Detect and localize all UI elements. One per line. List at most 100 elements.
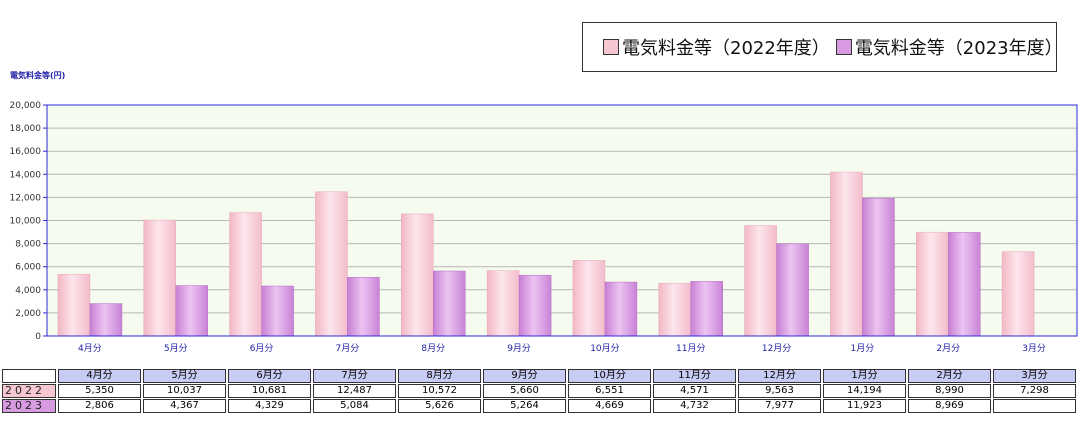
bar-chart: 0 2,000 4,000 6,000 8,000 10,000 12,000 14,000 1… xyxy=(10,101,1078,354)
bar-2022 xyxy=(143,219,176,337)
table-cell: 4,367 xyxy=(143,399,226,413)
y-tick-label: 14,000 xyxy=(10,170,42,180)
plot-frame xyxy=(46,104,1078,337)
x-tick-label: 12月分 xyxy=(762,343,791,354)
table-cell: 14,194 xyxy=(823,384,906,398)
bar-2022 xyxy=(916,231,949,337)
table-cell: 7,977 xyxy=(738,399,821,413)
table-row-label-2022: 2022 xyxy=(2,384,56,398)
bar-2022 xyxy=(830,171,863,337)
x-tick-label: 1月分 xyxy=(851,343,875,354)
bar-2023 xyxy=(433,270,466,337)
y-tick-label: 0 xyxy=(35,332,41,342)
legend-item-2022: 電気料金等（2022年度） xyxy=(603,34,830,60)
y-tick-label: 2,000 xyxy=(15,309,41,319)
table-cell xyxy=(993,399,1076,413)
legend: 電気料金等（2022年度） 電気料金等（2023年度） xyxy=(582,22,1063,72)
table-row-2022: 2022 5,350 10,037 10,681 12,487 10,572 5… xyxy=(2,384,1076,398)
bar-2023 xyxy=(261,285,294,337)
table-header-row: 4月分 5月分 6月分 7月分 8月分 9月分 10月分 11月分 12月分 1… xyxy=(2,369,1076,383)
table-row-2023: 2023 2,806 4,367 4,329 5,084 5,626 5,264… xyxy=(2,399,1076,413)
x-tick-label: 6月分 xyxy=(250,343,274,354)
bar-2023 xyxy=(518,274,552,337)
y-tick-label: 20,000 xyxy=(10,101,42,111)
table-header: 3月分 xyxy=(993,369,1076,383)
table-cell: 5,084 xyxy=(313,399,396,413)
table-cell: 12,487 xyxy=(313,384,396,398)
table-cell: 11,923 xyxy=(823,399,906,413)
table-cell: 5,264 xyxy=(483,399,566,413)
table-header: 4月分 xyxy=(58,369,141,383)
bar-2022 xyxy=(572,260,606,337)
legend-label-2022: 電気料金等（2022年度） xyxy=(622,38,830,59)
table-cell: 5,660 xyxy=(483,384,566,398)
table-row-label-2023: 2023 xyxy=(2,399,56,413)
x-tick-label: 4月分 xyxy=(78,343,102,354)
table-cell: 2,806 xyxy=(58,399,141,413)
table-cell: 5,350 xyxy=(58,384,141,398)
bar-2022 xyxy=(401,213,434,337)
y-tick-label: 18,000 xyxy=(10,124,42,134)
x-tick-label: 8月分 xyxy=(421,343,445,354)
bar-2022 xyxy=(744,225,777,337)
y-tick-label: 10,000 xyxy=(10,217,42,227)
table-cell: 4,571 xyxy=(653,384,736,398)
table-header: 5月分 xyxy=(143,369,226,383)
table-cell: 4,329 xyxy=(228,399,311,413)
table-corner xyxy=(2,369,56,383)
table-header: 7月分 xyxy=(313,369,396,383)
table-header: 11月分 xyxy=(653,369,736,383)
bar-2022 xyxy=(486,270,520,337)
bar-2023 xyxy=(690,281,723,337)
bar-2023 xyxy=(862,198,895,337)
bar-2023 xyxy=(776,243,809,337)
x-tick-label: 2月分 xyxy=(936,343,960,354)
y-tick-label: 12,000 xyxy=(10,193,42,203)
table-cell: 6,551 xyxy=(568,384,651,398)
table-header: 2月分 xyxy=(908,369,991,383)
bar-2022 xyxy=(57,273,91,337)
table-cell: 4,732 xyxy=(653,399,736,413)
legend-item-2023: 電気料金等（2023年度） xyxy=(835,34,1063,60)
y-tick-label: 16,000 xyxy=(10,147,42,157)
bar-2022 xyxy=(1001,251,1035,337)
x-tick-label: 11月分 xyxy=(676,343,705,354)
x-tick-label: 7月分 xyxy=(336,343,360,354)
table-cell: 10,572 xyxy=(398,384,481,398)
table-header: 1月分 xyxy=(823,369,906,383)
x-tick-label: 10月分 xyxy=(590,343,619,354)
bar-2022 xyxy=(658,282,691,337)
x-tick-label: 9月分 xyxy=(507,343,531,354)
legend-swatch-2022 xyxy=(603,39,619,55)
data-table: 4月分 5月分 6月分 7月分 8月分 9月分 10月分 11月分 12月分 1… xyxy=(0,368,1078,414)
legend-swatch-2023 xyxy=(835,39,852,55)
table-cell: 8,990 xyxy=(908,384,991,398)
y-tick-label: 6,000 xyxy=(15,263,41,273)
y-axis-label: 電気料金等(円) xyxy=(10,71,66,80)
table-cell: 9,563 xyxy=(738,384,821,398)
table-cell: 10,681 xyxy=(228,384,311,398)
table-header: 12月分 xyxy=(738,369,821,383)
bar-2023 xyxy=(89,303,123,337)
table-cell: 7,298 xyxy=(993,384,1076,398)
y-tick-label: 4,000 xyxy=(15,286,41,296)
bar-2023 xyxy=(604,281,638,337)
table-cell: 5,626 xyxy=(398,399,481,413)
x-tick-label: 3月分 xyxy=(1022,343,1046,354)
y-tick-label: 8,000 xyxy=(15,240,41,250)
table-header: 6月分 xyxy=(228,369,311,383)
table-cell: 8,969 xyxy=(908,399,991,413)
table-cell: 4,669 xyxy=(568,399,651,413)
bar-2023 xyxy=(948,232,981,337)
table-cell: 10,037 xyxy=(143,384,226,398)
table-header: 10月分 xyxy=(568,369,651,383)
legend-label-2023: 電気料金等（2023年度） xyxy=(854,38,1063,59)
bar-2023 xyxy=(347,277,380,337)
bar-2022 xyxy=(229,212,262,337)
bar-2023 xyxy=(175,285,208,337)
x-tick-label: 5月分 xyxy=(164,343,188,354)
bar-2022 xyxy=(315,191,348,337)
table-header: 8月分 xyxy=(398,369,481,383)
table-header: 9月分 xyxy=(483,369,566,383)
